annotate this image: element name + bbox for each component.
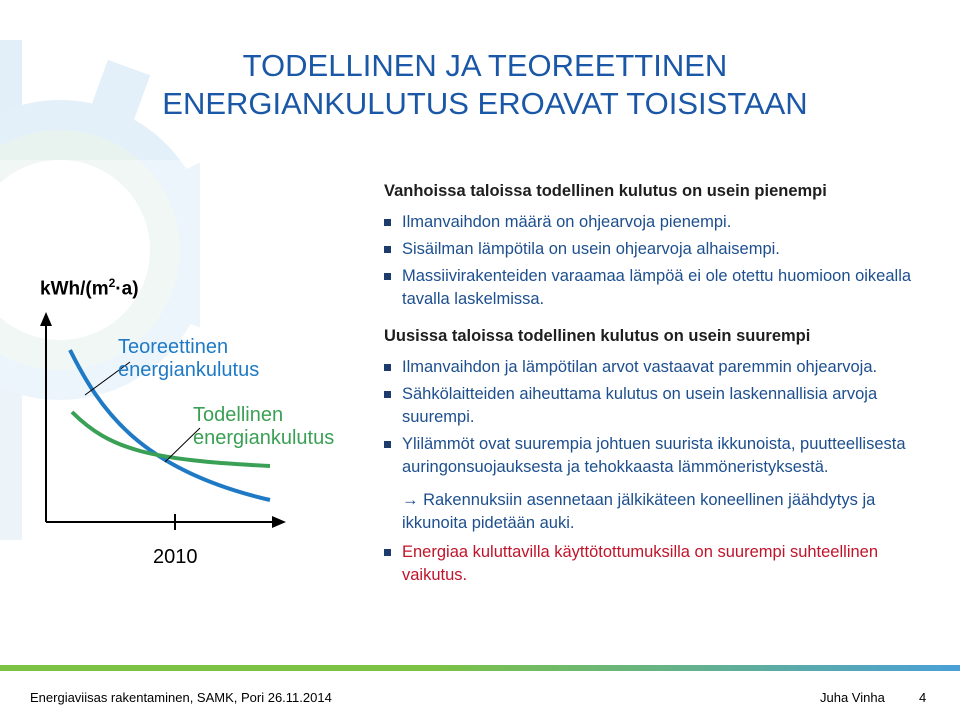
arrow-note: → Rakennuksiin asennetaan jälkikäteen ko…	[402, 491, 876, 532]
background-gear-decoration	[0, 40, 200, 540]
bullet-item: Ylilämmöt ovat suurempia johtuen suurist…	[384, 433, 924, 479]
energy-consumption-chart	[40, 312, 286, 530]
theoretical-consumption-label: Teoreettinen energiankulutus	[118, 336, 260, 381]
footer-author: Juha Vinha	[820, 690, 885, 705]
bullet-item: Ilmanvaihdon ja lämpötilan arvot vastaav…	[384, 356, 924, 379]
bullet-square-icon	[384, 391, 391, 398]
footer-event: Energiaviisas rakentaminen, SAMK, Pori 2…	[30, 690, 332, 705]
bullet-item: Massiivirakenteiden varaamaa lämpöä ei o…	[384, 265, 924, 311]
theoretical-label-leader	[84, 361, 131, 396]
bullet-square-icon	[384, 219, 391, 226]
footer-divider	[0, 665, 960, 671]
slide-title-line-2: ENERGIANKULUTUS EROAVAT TOISISTAAN	[162, 86, 808, 121]
chart-x-axis-arrow	[272, 516, 286, 528]
actual-consumption-label: Todellinen energiankulutus	[193, 404, 335, 449]
chart-year-label: 2010	[153, 546, 198, 568]
section-heading-old-houses: Vanhoissa taloissa todellinen kulutus on…	[384, 182, 827, 200]
bullet-item-highlight: Energiaa kuluttavilla käyttötottumuksill…	[384, 541, 924, 587]
chart-unit-label: kWh/(m2·a)	[40, 276, 139, 300]
bullet-square-icon	[384, 441, 391, 448]
actual-label-leader	[164, 427, 201, 463]
bullet-item: Sisäilman lämpötila on usein ohjearvoja …	[384, 238, 924, 261]
bullet-item: Sähkölaitteiden aiheuttama kulutus on us…	[384, 383, 924, 429]
bullet-item: Ilmanvaihdon määrä on ohjearvoja pienemp…	[384, 211, 924, 234]
actual-consumption-curve	[70, 410, 271, 468]
bullet-square-icon	[384, 364, 391, 371]
section-heading-new-houses: Uusissa taloissa todellinen kulutus on u…	[384, 327, 811, 345]
bullet-square-icon	[384, 246, 391, 253]
chart-y-axis-arrow	[40, 312, 52, 326]
slide-title-line-1: TODELLINEN JA TEOREETTINEN	[242, 48, 728, 83]
slide-content: Vanhoissa taloissa todellinen kulutus on…	[384, 180, 924, 591]
theoretical-consumption-curve	[68, 349, 271, 502]
bullet-square-icon	[384, 273, 391, 280]
bullet-square-icon	[384, 549, 391, 556]
page-number: 4	[919, 690, 927, 705]
